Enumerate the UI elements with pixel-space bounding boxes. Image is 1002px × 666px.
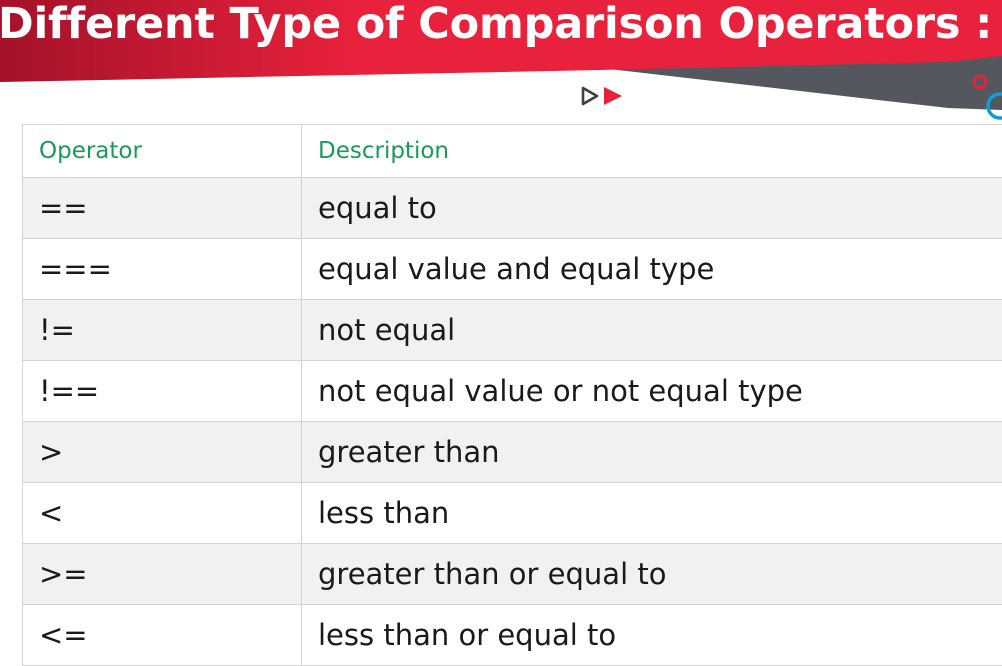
comparison-operators-table: Operator Description == equal to === equ… — [22, 124, 1002, 666]
decorative-circles-icon — [966, 68, 1002, 122]
description-cell: not equal — [302, 300, 1002, 361]
table-header-row: Operator Description — [23, 125, 1002, 178]
table-row: != not equal — [23, 300, 1002, 361]
description-cell: equal value and equal type — [302, 239, 1002, 300]
description-cell: equal to — [302, 178, 1002, 239]
description-cell: less than — [302, 483, 1002, 544]
table-row: == equal to — [23, 178, 1002, 239]
operator-column-header: Operator — [23, 125, 302, 178]
description-cell: greater than or equal to — [302, 544, 1002, 605]
operator-cell: < — [23, 483, 302, 544]
table-row: >= greater than or equal to — [23, 544, 1002, 605]
table-row: === equal value and equal type — [23, 239, 1002, 300]
description-cell: not equal value or not equal type — [302, 361, 1002, 422]
operator-cell: <= — [23, 605, 302, 666]
operator-cell: > — [23, 422, 302, 483]
table-row: < less than — [23, 483, 1002, 544]
description-cell: less than or equal to — [302, 605, 1002, 666]
play-arrows-icon — [580, 86, 626, 108]
operator-cell: === — [23, 239, 302, 300]
description-cell: greater than — [302, 422, 1002, 483]
operator-cell: == — [23, 178, 302, 239]
page-title: Different Type of Comparison Operators : — [0, 0, 992, 52]
description-column-header: Description — [302, 125, 1002, 178]
operator-cell: != — [23, 300, 302, 361]
operator-cell: !== — [23, 361, 302, 422]
operator-cell: >= — [23, 544, 302, 605]
title-banner: Different Type of Comparison Operators : — [0, 0, 1002, 110]
table-row: > greater than — [23, 422, 1002, 483]
table-row: <= less than or equal to — [23, 605, 1002, 666]
table-row: !== not equal value or not equal type — [23, 361, 1002, 422]
